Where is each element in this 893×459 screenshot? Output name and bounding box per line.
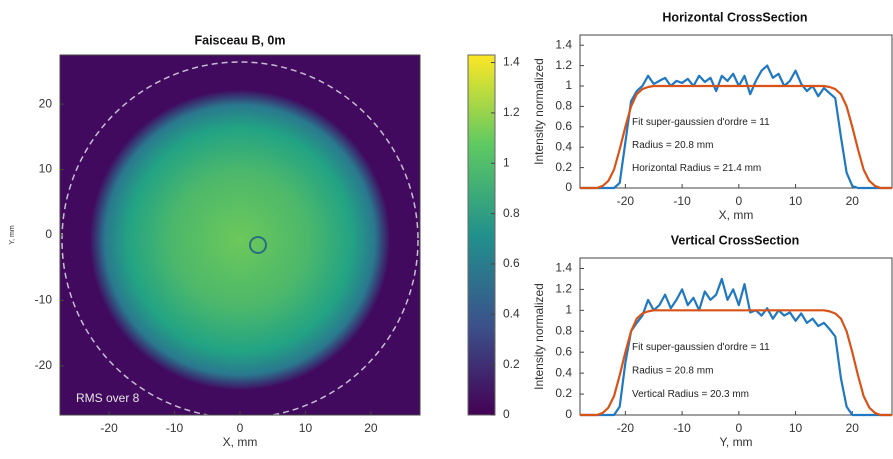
annotation: Fit super-gaussien d'ordre = 11 [632,342,770,353]
y-tick-label: 0 [565,407,572,421]
annotation: Radius = 20.8 mm [632,366,713,377]
axes-frame [579,34,893,189]
x-axis-label: Y, mm [719,435,752,449]
x-tick-label: 0 [237,421,244,435]
chart-title: Vertical CrossSection [671,233,800,247]
y-tick-label: 1.2 [555,282,572,296]
x-tick-label: 20 [846,194,860,208]
y-tick-label: 1.4 [555,37,572,51]
series-line [580,84,892,190]
colorbar [467,54,496,416]
colorbar-tick-label: 0.8 [503,206,520,220]
colorbar-tick-label: 0.4 [503,306,520,320]
x-tick-label: -10 [673,421,691,435]
heatmap-image [60,55,420,415]
y-tick-label: 1.4 [555,261,572,275]
y-axis-label: Y, mm [9,225,16,244]
y-tick-label: 0.8 [555,323,572,337]
y-tick-label: 0.2 [555,386,572,400]
chart-title: Faisceau B, 0m [194,33,285,47]
x-axis-label: X, mm [223,435,258,449]
spot-artifact [249,236,267,254]
x-axis-label: X, mm [719,208,754,222]
y-tick-label: 1 [565,78,572,92]
chart-title: Horizontal CrossSection [662,10,807,24]
y-tick-label: 1.2 [555,58,572,72]
annotation: Fit super-gaussien d'ordre = 11 [632,117,770,128]
annotation: Vertical Radius = 20.3 mm [632,389,749,400]
y-tick-label: 0.2 [555,160,572,174]
y-axis-label: Intensity normalized [532,283,546,390]
colorbar-tick-label: 1.2 [503,105,520,119]
y-tick-label: 20 [39,96,53,110]
x-tick-label: 20 [846,421,860,435]
annotation: Radius = 20.8 mm [632,140,713,151]
y-tick-label: 10 [39,162,53,176]
x-tick-label: -20 [617,421,635,435]
y-tick-label: 0 [565,180,572,194]
series-line [580,309,892,417]
y-tick-label: 0.6 [555,119,572,133]
colorbar-tick-label: 0.6 [503,256,520,270]
x-tick-label: 0 [735,421,742,435]
x-tick-label: 10 [299,421,313,435]
x-tick-label: 20 [364,421,378,435]
axes-frame [579,257,893,416]
y-tick-label: -10 [35,293,53,307]
series-line [580,64,892,190]
y-tick-label: -20 [35,358,53,372]
colorbar-tick-label: 0.2 [503,357,520,371]
ring-artifact [61,61,419,415]
y-tick-label: 0.4 [555,365,572,379]
colorbar-tick-label: 1 [503,155,510,169]
y-axis-label: Intensity normalized [532,58,546,165]
colorbar-tick-label: 1.4 [503,55,520,69]
y-tick-label: 0.4 [555,139,572,153]
annotation: RMS over 8 [76,391,140,405]
x-tick-label: -10 [673,194,691,208]
y-tick-label: 1 [565,303,572,317]
y-tick-label: 0 [45,227,52,241]
x-tick-label: -20 [617,194,635,208]
x-tick-label: -10 [166,421,184,435]
beam-spot [90,90,390,390]
x-tick-label: 10 [789,194,803,208]
annotation: Horizontal Radius = 21.4 mm [632,163,761,174]
x-tick-label: 0 [735,194,742,208]
colorbar-tick-label: 0 [503,407,510,421]
y-tick-label: 0.6 [555,344,572,358]
x-tick-label: 10 [789,421,803,435]
y-tick-label: 0.8 [555,99,572,113]
x-tick-label: -20 [100,421,118,435]
